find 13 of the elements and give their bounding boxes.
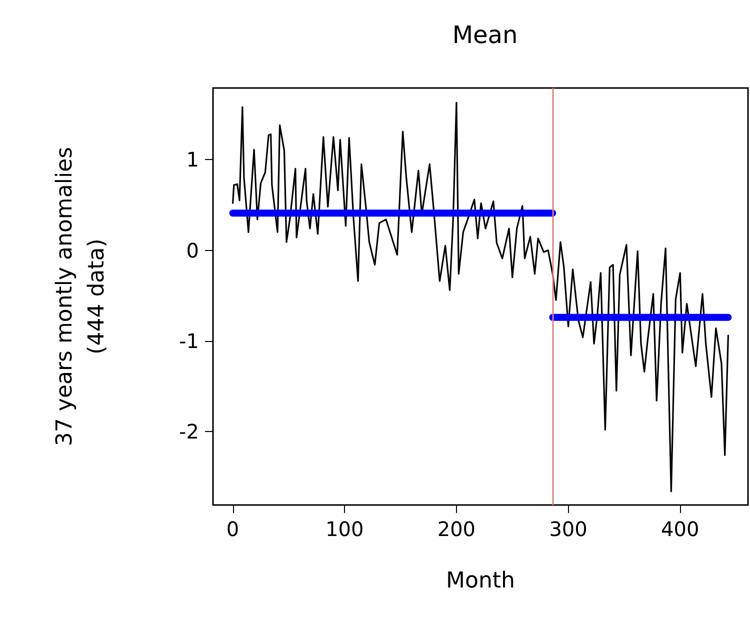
y-tick-label: 1 bbox=[186, 148, 199, 172]
line-series bbox=[232, 102, 730, 492]
x-tick-label: 100 bbox=[326, 517, 364, 541]
y-tick-label: 0 bbox=[186, 238, 199, 262]
x-tick-label: 300 bbox=[549, 517, 588, 541]
y-tick-label: -2 bbox=[179, 420, 199, 444]
y-tick-label: -1 bbox=[179, 328, 199, 353]
x-axis-title: Month bbox=[446, 568, 515, 594]
x-tick-label: 400 bbox=[661, 517, 700, 541]
y-axis-title: 37 years montly anomalies (444 data) bbox=[52, 146, 110, 446]
chart-title: Mean bbox=[452, 21, 518, 49]
x-tick-label: 200 bbox=[437, 517, 476, 541]
x-tick-label: 0 bbox=[226, 517, 240, 541]
